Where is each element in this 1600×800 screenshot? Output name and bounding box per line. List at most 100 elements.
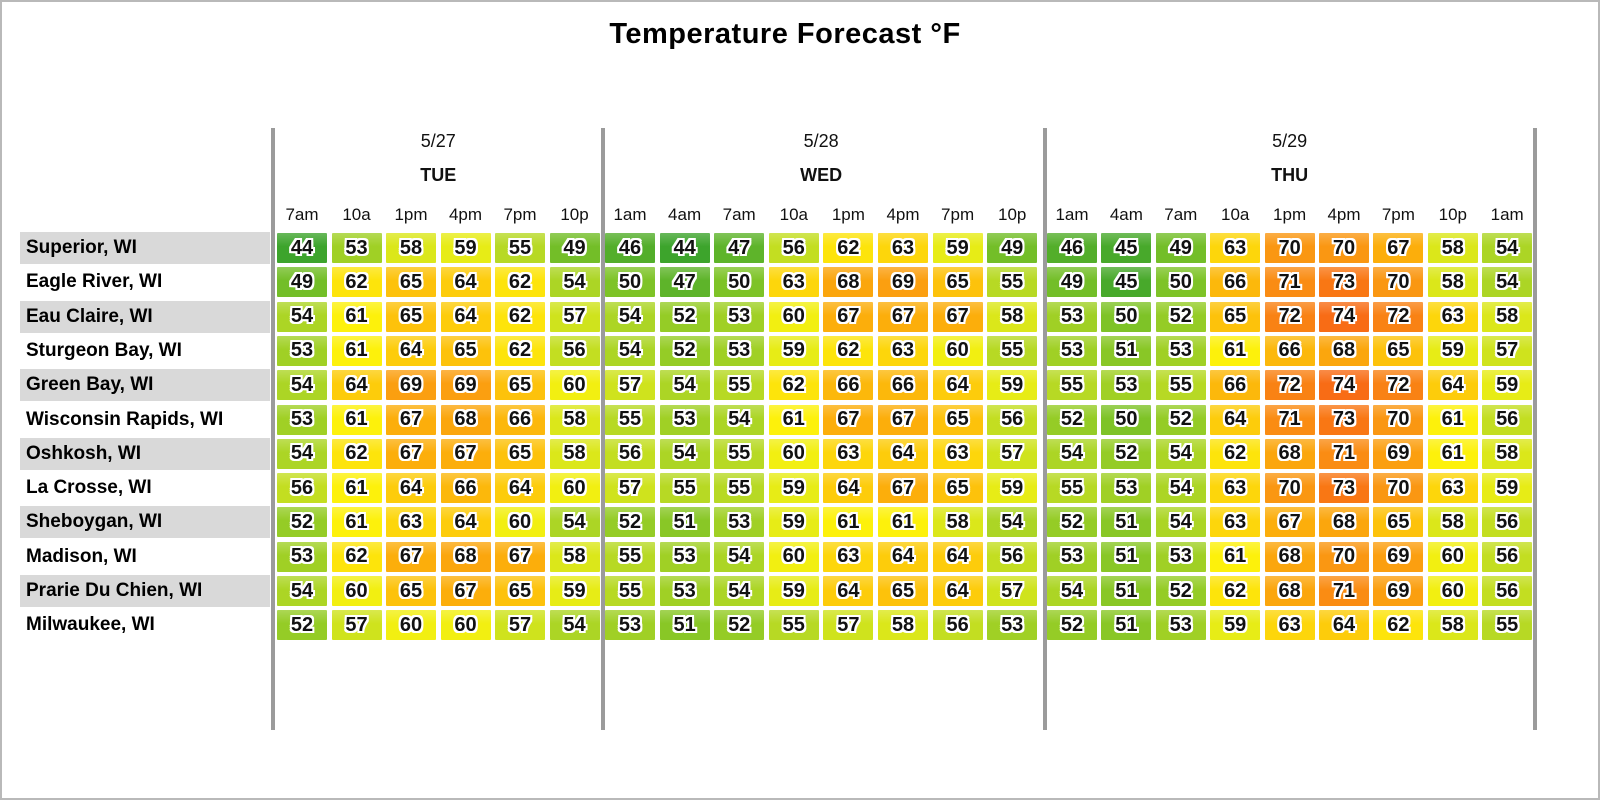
time-header: 7am — [285, 205, 319, 224]
temp-cell: 67 — [878, 404, 928, 435]
temp-cell: 59 — [768, 473, 819, 504]
temp-cell: 61 — [331, 507, 382, 538]
temp-cell: 55 — [768, 610, 819, 641]
temp-cell: 62 — [495, 267, 545, 298]
temp-cell: 69 — [1373, 438, 1424, 469]
time-header: 7am — [722, 205, 756, 224]
temp-cell: 53 — [605, 610, 655, 641]
temp-cell: 59 — [987, 370, 1038, 401]
day-divider — [601, 128, 605, 730]
temp-cell: 56 — [277, 473, 327, 504]
temp-cell: 63 — [1427, 473, 1478, 504]
time-header: 4pm — [1327, 205, 1361, 224]
temp-cell: 61 — [331, 473, 382, 504]
temp-cell: 55 — [495, 233, 545, 263]
temp-cell: 53 — [277, 335, 327, 366]
temp-cell: 69 — [440, 370, 491, 401]
temp-cell: 58 — [1482, 438, 1533, 469]
city-label: Green Bay, WI — [20, 369, 270, 402]
temp-cell: 51 — [659, 507, 710, 538]
temp-cell: 57 — [495, 610, 545, 641]
temp-cell: 54 — [549, 267, 600, 298]
temp-cell: 70 — [1373, 404, 1424, 435]
temp-cell: 53 — [1047, 301, 1097, 332]
day-divider — [1043, 128, 1047, 730]
city-label: Oshkosh, WI — [20, 437, 270, 470]
temp-cell: 51 — [1101, 335, 1152, 366]
temp-cell: 60 — [331, 576, 382, 606]
temp-cell: 54 — [659, 438, 710, 469]
time-header: 10a — [342, 205, 371, 224]
temp-cell: 67 — [932, 301, 983, 332]
temp-cell: 60 — [768, 438, 819, 469]
temp-cell: 62 — [1210, 576, 1261, 606]
time-header: 10a — [1221, 205, 1250, 224]
temp-cell: 59 — [768, 335, 819, 366]
temp-cell: 69 — [878, 267, 928, 298]
temp-cell: 56 — [605, 438, 655, 469]
temp-cell: 64 — [878, 438, 928, 469]
temp-cell: 67 — [878, 473, 928, 504]
temp-cell: 52 — [659, 301, 710, 332]
temp-cell: 54 — [605, 335, 655, 366]
temp-cell: 60 — [768, 301, 819, 332]
temp-cell: 62 — [823, 335, 874, 366]
temp-cell: 65 — [495, 370, 545, 401]
temp-cell: 58 — [549, 438, 600, 469]
temp-cell: 63 — [768, 267, 819, 298]
temp-cell: 56 — [768, 233, 819, 263]
temp-cell: 66 — [440, 473, 491, 504]
temp-cell: 65 — [440, 335, 491, 366]
temp-cell: 58 — [932, 507, 983, 538]
temp-cell: 61 — [1427, 438, 1478, 469]
temp-cell: 57 — [605, 370, 655, 401]
temp-cell: 63 — [823, 541, 874, 572]
temp-cell: 55 — [1047, 473, 1097, 504]
day-date-label: 5/29 — [1272, 131, 1308, 151]
temp-cell: 59 — [1210, 610, 1261, 641]
temp-cell: 62 — [1210, 438, 1261, 469]
temp-cell: 53 — [714, 301, 765, 332]
temp-cell: 63 — [1210, 507, 1261, 538]
temp-cell: 59 — [987, 473, 1038, 504]
temp-cell: 64 — [495, 473, 545, 504]
time-header: 10a — [779, 205, 808, 224]
temp-cell: 52 — [277, 610, 327, 641]
temp-cell: 59 — [1482, 473, 1533, 504]
temp-cell: 57 — [1482, 335, 1533, 366]
temp-cell: 65 — [495, 438, 545, 469]
temp-cell: 55 — [987, 267, 1038, 298]
temp-cell: 52 — [1155, 301, 1206, 332]
temp-cell: 50 — [1101, 404, 1152, 435]
temp-cell: 52 — [1047, 404, 1097, 435]
temp-cell: 68 — [440, 541, 491, 572]
temp-cell: 54 — [714, 541, 765, 572]
temp-cell: 65 — [1373, 335, 1424, 366]
temp-cell: 55 — [714, 473, 765, 504]
temp-cell: 68 — [823, 267, 874, 298]
temp-cell: 58 — [549, 541, 600, 572]
city-label: Wisconsin Rapids, WI — [26, 408, 224, 430]
temp-cell: 74 — [1319, 370, 1369, 401]
temp-cell: 44 — [659, 233, 710, 263]
temp-cell: 61 — [331, 301, 382, 332]
time-header: 10p — [1438, 205, 1467, 224]
temp-cell: 61 — [878, 507, 928, 538]
temp-cell: 60 — [1427, 576, 1478, 606]
temp-cell: 55 — [1047, 370, 1097, 401]
temp-cell: 61 — [768, 404, 819, 435]
city-label: La Crosse, WI — [26, 477, 152, 499]
temp-cell: 63 — [1264, 610, 1315, 641]
temp-cell: 53 — [277, 404, 327, 435]
temp-cell: 70 — [1264, 233, 1315, 263]
temp-cell: 54 — [1155, 438, 1206, 469]
temp-cell: 47 — [714, 233, 765, 263]
temp-cell: 46 — [605, 233, 655, 263]
city-label: Prarie Du Chien, WI — [20, 575, 270, 607]
time-header: 7pm — [1381, 205, 1415, 224]
temp-cell: 71 — [1319, 576, 1369, 606]
temp-cell: 53 — [714, 507, 765, 538]
temp-cell: 64 — [932, 541, 983, 572]
temp-cell: 60 — [549, 370, 600, 401]
temp-cell: 64 — [1427, 370, 1478, 401]
